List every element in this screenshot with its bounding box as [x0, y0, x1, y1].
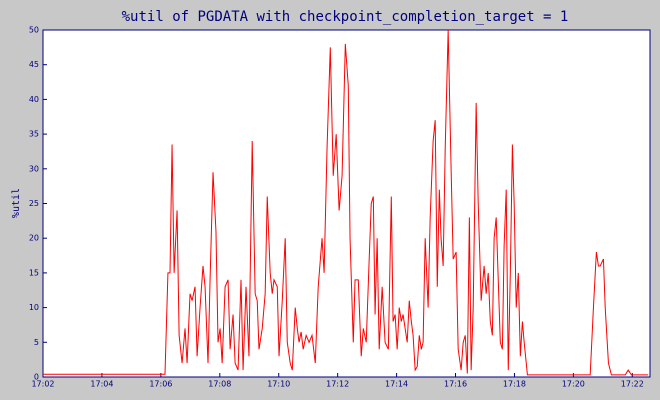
x-tick-label: 17:16	[444, 380, 467, 389]
x-tick-label: 17:14	[385, 380, 408, 389]
chart-title: %util of PGDATA with checkpoint_completi…	[122, 9, 569, 25]
x-tick-label: 17:06	[149, 380, 172, 389]
y-tick-label: 25	[29, 199, 39, 208]
x-tick-label: 17:08	[208, 380, 231, 389]
y-tick-label: 20	[29, 234, 39, 243]
plot-area	[42, 29, 651, 378]
y-tick-label: 0	[34, 373, 39, 382]
x-tick-label: 17:10	[267, 380, 290, 389]
x-tick-label: 17:18	[503, 380, 526, 389]
y-tick-label: 35	[29, 130, 39, 139]
y-tick-label: 40	[29, 95, 39, 104]
x-tick-label: 17:02	[31, 380, 54, 389]
y-tick-label: 10	[29, 303, 39, 312]
y-tick-label: 5	[34, 338, 39, 347]
data-line	[43, 29, 649, 376]
x-tick-label: 17:22	[621, 380, 644, 389]
y-tick-label: 50	[29, 26, 39, 35]
y-axis-label: %util	[11, 188, 22, 218]
x-tick-label: 17:04	[90, 380, 113, 389]
x-tick-label: 17:12	[326, 380, 349, 389]
y-tick-label: 30	[29, 164, 39, 173]
y-tick-label: 45	[29, 60, 39, 69]
x-tick-label: 17:20	[562, 380, 585, 389]
y-tick-label: 15	[29, 268, 39, 277]
